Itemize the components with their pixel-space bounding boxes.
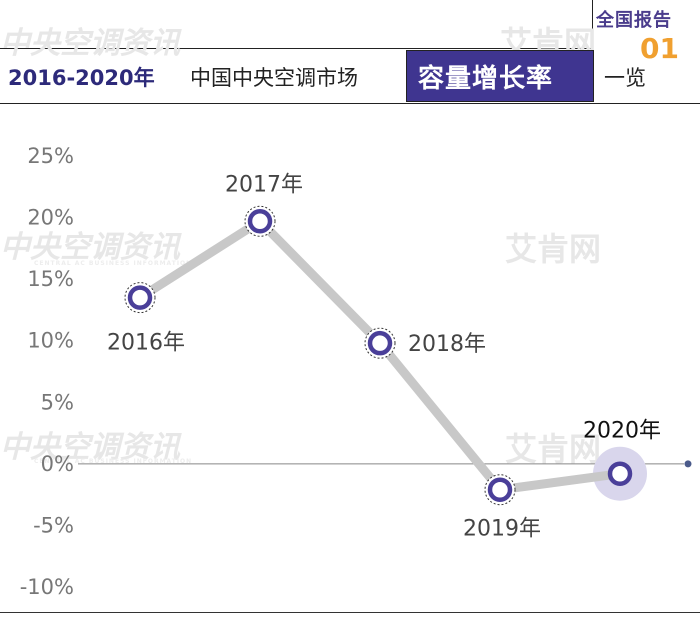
data-point: [247, 209, 273, 234]
y-tick-label: 0%: [41, 452, 74, 476]
y-tick-label: 15%: [27, 267, 74, 291]
data-point: [487, 477, 513, 502]
watermark-brand-en: CENTRAL AC BUSINESS INFORMATION: [34, 458, 193, 465]
title-suffix: 一览: [604, 66, 646, 90]
data-point: [127, 285, 153, 310]
title-metric: 容量增长率: [418, 64, 554, 94]
y-tick-label: -10%: [20, 575, 74, 599]
header-top-rule: [0, 48, 592, 49]
point-year-label: 2016年: [107, 331, 185, 356]
y-tick-label: 20%: [27, 206, 74, 230]
title-metric-box: [406, 50, 594, 102]
header-divider: [592, 0, 593, 48]
bottom-rule: [0, 612, 700, 613]
point-year-label: 2017年: [225, 172, 303, 197]
point-year-label: 2020年: [583, 419, 661, 444]
point-year-label: 2019年: [463, 517, 541, 542]
title-years: 2016-2020年: [8, 66, 155, 90]
report-number: 01: [640, 32, 679, 65]
report-label: 全国报告: [596, 10, 672, 31]
data-point: [367, 330, 393, 356]
y-tick-label: 5%: [41, 390, 74, 414]
watermark-brand-en: CENTRAL AC BUSINESS INFORMATION: [34, 260, 193, 267]
data-point: [607, 461, 633, 486]
y-tick-label: 25%: [27, 144, 74, 168]
y-tick-label: -5%: [33, 513, 74, 537]
title-market: 中国中央空调市场: [190, 66, 358, 90]
point-year-label: 2018年: [408, 332, 486, 357]
y-tick-label: 10%: [27, 329, 74, 353]
header-bottom-rule: [0, 103, 700, 104]
axis-end-dot: [684, 460, 692, 468]
